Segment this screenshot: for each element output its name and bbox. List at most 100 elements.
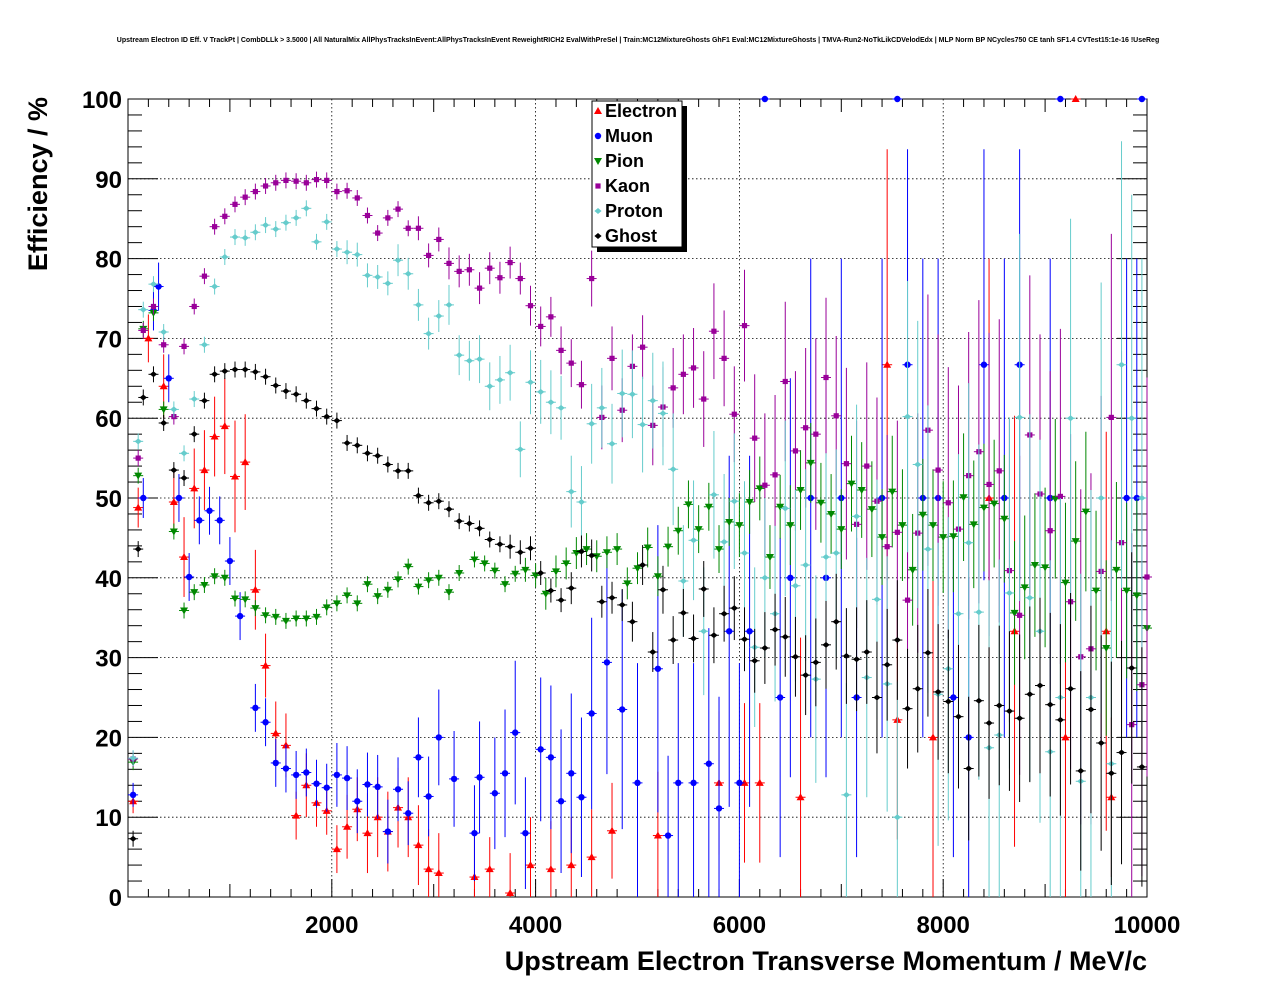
ghost-point (454, 513, 465, 530)
ghost-point (596, 585, 607, 618)
pion-marker (220, 574, 229, 582)
muon-point (545, 685, 556, 830)
ghost-point (423, 494, 434, 511)
pion-point (352, 595, 363, 612)
kaon-marker (894, 529, 900, 535)
pion-marker (827, 510, 836, 518)
proton-marker (323, 218, 331, 225)
proton-point (607, 403, 618, 484)
kaon-marker (1144, 574, 1150, 580)
ghost-marker (404, 467, 412, 474)
ghost-point (1045, 612, 1056, 797)
proton-marker (465, 357, 473, 364)
proton-marker (374, 273, 382, 280)
muon-point (688, 663, 699, 897)
proton-marker (914, 461, 922, 468)
kaon-marker (273, 180, 279, 186)
proton-marker (139, 306, 147, 313)
muon-marker (619, 706, 626, 713)
pion-marker (643, 544, 652, 552)
proton-point (729, 433, 740, 570)
pion-point (382, 581, 393, 598)
pion-point (250, 600, 261, 617)
proton-point (423, 317, 434, 350)
pion-marker (541, 590, 550, 598)
ghost-marker (608, 594, 616, 601)
muon-point (601, 550, 612, 775)
pion-marker (929, 522, 938, 530)
muon-marker (303, 769, 310, 776)
ghost-marker (1046, 701, 1054, 708)
proton-marker (445, 301, 453, 308)
ghost-marker (649, 649, 657, 656)
proton-point (331, 241, 342, 258)
electron-marker (1061, 733, 1070, 741)
proton-point (535, 359, 546, 424)
proton-marker (842, 791, 850, 798)
proton-point (352, 242, 363, 267)
pion-point (540, 577, 551, 610)
proton-point (515, 421, 526, 478)
muon-marker (155, 283, 162, 290)
electron-point (607, 782, 618, 879)
muon-point (632, 663, 643, 897)
ghost-marker (791, 653, 800, 660)
proton-marker (567, 488, 575, 495)
proton-marker (679, 577, 687, 584)
ghost-point (168, 462, 179, 479)
muon-marker (282, 765, 290, 772)
kaon-marker (466, 267, 472, 273)
ghost-marker (577, 548, 586, 555)
electron-marker (485, 865, 494, 873)
pion-point (168, 523, 179, 540)
pion-marker (867, 506, 876, 514)
kaon-marker (986, 481, 992, 488)
proton-point (219, 249, 230, 265)
pion-point (530, 563, 541, 588)
ghost-marker (343, 439, 351, 446)
ghost-marker (526, 545, 535, 552)
pion-point (897, 469, 908, 581)
muon-point (280, 744, 291, 793)
proton-point (708, 430, 719, 559)
ghost-point (280, 383, 291, 400)
ghost-point (291, 386, 302, 403)
electron-marker (210, 432, 219, 440)
muon-point (423, 756, 434, 837)
kaon-marker (212, 224, 218, 230)
proton-marker (506, 369, 514, 376)
muon-marker (129, 791, 137, 799)
pion-marker (602, 549, 611, 557)
pion-marker (633, 565, 642, 573)
electron-marker (1071, 95, 1080, 102)
proton-marker (134, 438, 142, 445)
ghost-marker (231, 366, 239, 373)
muon-marker (196, 517, 203, 524)
proton-marker (649, 397, 657, 404)
muon-point (301, 748, 312, 797)
kaon-marker (344, 188, 350, 194)
kaon-point (484, 252, 495, 285)
muon-marker (547, 754, 555, 761)
proton-marker (363, 272, 372, 279)
pion-point (815, 462, 826, 543)
kaon-point (576, 360, 587, 409)
kaon-marker (772, 472, 778, 478)
pion-marker (1081, 508, 1090, 516)
ghost-marker (435, 498, 443, 505)
ghost-point (515, 540, 526, 565)
ghost-point (1106, 661, 1117, 886)
pion-marker (664, 543, 673, 551)
muon-point (260, 698, 271, 747)
pion-marker (745, 498, 754, 506)
legend-label-electron: Electron (605, 101, 677, 121)
pion-marker (241, 596, 250, 604)
muon-point (759, 95, 770, 103)
kaon-point (260, 178, 271, 194)
kaon-marker (191, 303, 197, 310)
pion-point (948, 480, 959, 593)
ghost-point (882, 608, 893, 721)
kaon-marker (313, 176, 320, 183)
muon-point (433, 689, 444, 786)
kaon-point (240, 189, 251, 206)
